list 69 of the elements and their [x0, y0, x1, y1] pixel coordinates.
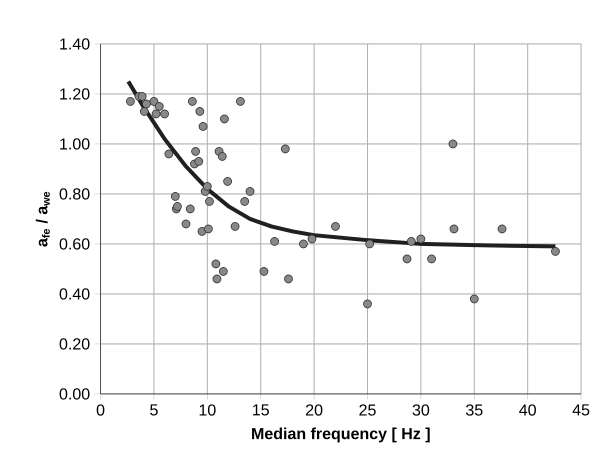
point [218, 152, 227, 161]
point [152, 110, 160, 118]
y-tick-label: 0.60 [60, 238, 90, 250]
point [230, 222, 240, 231]
point [212, 274, 222, 284]
point [223, 177, 232, 186]
point [138, 92, 147, 101]
point [448, 140, 458, 148]
point [194, 157, 204, 166]
point [365, 240, 374, 248]
point [188, 97, 197, 106]
point [236, 97, 245, 106]
point [299, 240, 308, 248]
x-tick-label: 25 [359, 404, 376, 416]
x-tick-label: 0 [96, 404, 104, 416]
point [140, 107, 149, 116]
point [498, 224, 506, 234]
y-tick-label: 1.20 [60, 88, 90, 100]
point [126, 97, 135, 106]
point [551, 247, 560, 256]
point [416, 234, 426, 244]
point [204, 224, 213, 234]
point [202, 182, 212, 191]
point [406, 237, 416, 246]
x-axis-title: Median frequency [ Hz ] [252, 427, 430, 442]
point [160, 110, 170, 118]
point [470, 294, 479, 304]
point [154, 102, 164, 111]
point [182, 220, 190, 228]
point [211, 260, 220, 268]
point [308, 234, 316, 244]
point [150, 97, 158, 106]
point [191, 147, 200, 156]
y-axis-title: a$_{fe}$ / a$_{we}$ [36, 192, 50, 247]
x-tick-label: 5 [150, 404, 158, 416]
point [363, 300, 372, 308]
point [164, 150, 174, 158]
point [280, 144, 290, 154]
point [402, 254, 412, 264]
x-tick-label: 10 [200, 404, 216, 416]
point [270, 237, 279, 246]
point [331, 222, 340, 231]
point [260, 267, 268, 276]
point [170, 192, 180, 201]
point [284, 274, 293, 284]
y-tick-label: 0.80 [60, 188, 90, 200]
point [198, 122, 208, 131]
point [218, 267, 228, 276]
point [427, 254, 436, 264]
y-tick-label: 0.20 [60, 338, 90, 350]
y-tick-label: 1.00 [60, 138, 90, 150]
x-tick-label: 40 [519, 404, 536, 416]
point [246, 187, 254, 196]
point [240, 197, 250, 206]
point [195, 107, 204, 116]
x-tick-label: 15 [253, 404, 269, 416]
y-tick-label: 1.40 [60, 38, 90, 50]
x-tick-label: 35 [466, 404, 483, 416]
point [450, 224, 458, 234]
x-tick-label: 45 [572, 404, 590, 416]
point [186, 204, 195, 214]
point [173, 202, 182, 211]
x-tick-label: 20 [306, 404, 322, 416]
point [220, 114, 229, 124]
x-tick-label: 30 [412, 404, 430, 416]
y-tick-label: 0.00 [60, 388, 90, 400]
point [205, 197, 214, 206]
point [142, 100, 151, 108]
y-tick-label: 0.40 [60, 288, 90, 300]
